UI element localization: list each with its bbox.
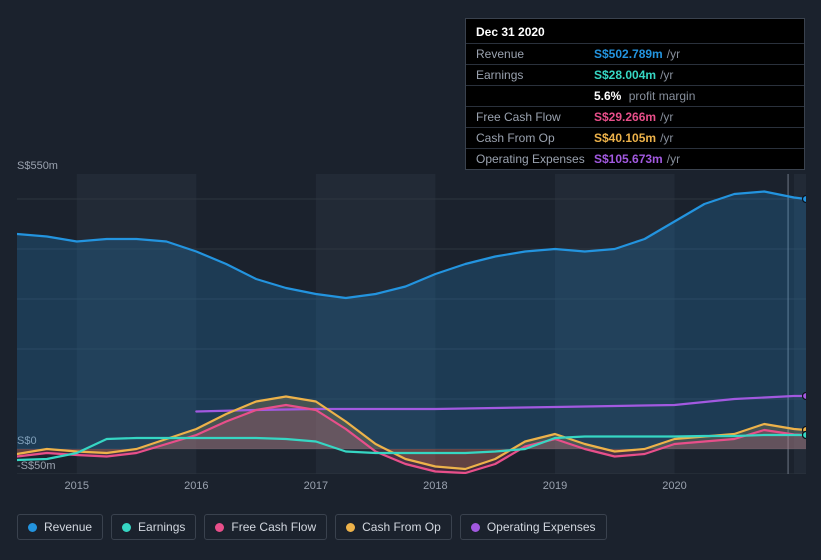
legend-dot-icon (28, 523, 37, 532)
legend-dot-icon (215, 523, 224, 532)
legend-dot-icon (122, 523, 131, 532)
tooltip-row: EarningsS$28.004m/yr (466, 64, 804, 85)
chart-tooltip: Dec 31 2020 RevenueS$502.789m/yrEarnings… (465, 18, 805, 170)
tooltip-label: Operating Expenses (476, 152, 594, 166)
x-tick-label: 2019 (543, 480, 567, 492)
x-tick-label: 2018 (423, 480, 447, 492)
tooltip-profit-margin-value: 5.6% (594, 89, 621, 103)
legend-item[interactable]: Free Cash Flow (204, 514, 327, 540)
tooltip-label: Earnings (476, 68, 594, 82)
legend-item[interactable]: Earnings (111, 514, 196, 540)
tooltip-value: S$28.004m (594, 68, 656, 82)
tooltip-row: Operating ExpensesS$105.673m/yr (466, 148, 804, 169)
x-axis-labels: 2015 2016 2017 2018 2019 2020 (17, 480, 806, 500)
tooltip-value: S$40.105m (594, 131, 656, 145)
tooltip-row: Cash From OpS$40.105m/yr (466, 127, 804, 148)
legend-item[interactable]: Revenue (17, 514, 103, 540)
tooltip-row: 5.6% profit margin (466, 85, 804, 106)
tooltip-value: S$105.673m (594, 152, 663, 166)
y-tick-label: S$550m (17, 160, 58, 172)
tooltip-unit: /yr (660, 110, 673, 124)
legend-label: Operating Expenses (487, 520, 596, 534)
tooltip-label: Revenue (476, 47, 594, 61)
x-tick-label: 2020 (662, 480, 686, 492)
tooltip-value: S$502.789m (594, 47, 663, 61)
time-series-chart[interactable] (17, 174, 806, 474)
legend-dot-icon (471, 523, 480, 532)
legend-label: Earnings (138, 520, 185, 534)
legend-label: Revenue (44, 520, 92, 534)
x-tick-label: 2016 (184, 480, 208, 492)
tooltip-date: Dec 31 2020 (466, 19, 804, 43)
x-tick-label: 2017 (304, 480, 328, 492)
tooltip-row: Free Cash FlowS$29.266m/yr (466, 106, 804, 127)
legend-dot-icon (346, 523, 355, 532)
financials-chart-panel: Dec 31 2020 RevenueS$502.789m/yrEarnings… (0, 0, 821, 560)
tooltip-value: S$29.266m (594, 110, 656, 124)
tooltip-unit: /yr (667, 47, 680, 61)
x-tick-label: 2015 (65, 480, 89, 492)
tooltip-row: RevenueS$502.789m/yr (466, 43, 804, 64)
legend-label: Free Cash Flow (231, 520, 316, 534)
chart-legend: Revenue Earnings Free Cash Flow Cash From O… (17, 514, 607, 540)
tooltip-profit-margin-label: profit margin (625, 89, 695, 103)
tooltip-unit: /yr (660, 68, 673, 82)
tooltip-unit: /yr (660, 131, 673, 145)
tooltip-label: Cash From Op (476, 131, 594, 145)
legend-item[interactable]: Cash From Op (335, 514, 452, 540)
legend-item[interactable]: Operating Expenses (460, 514, 607, 540)
legend-label: Cash From Op (362, 520, 441, 534)
tooltip-unit: /yr (667, 152, 680, 166)
tooltip-label (476, 89, 594, 103)
tooltip-label: Free Cash Flow (476, 110, 594, 124)
